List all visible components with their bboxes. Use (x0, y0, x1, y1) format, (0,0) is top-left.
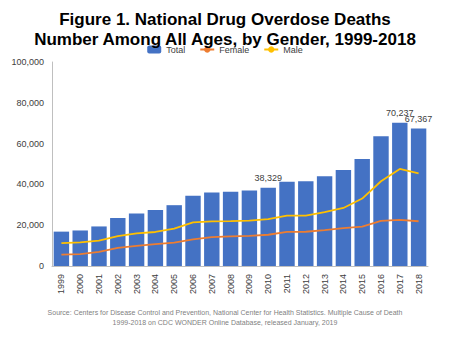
svg-text:38,329: 38,329 (254, 173, 282, 183)
svg-text:2002: 2002 (113, 274, 123, 294)
svg-text:2006: 2006 (188, 274, 198, 294)
svg-text:67,367: 67,367 (405, 114, 433, 124)
svg-text:2003: 2003 (132, 274, 142, 294)
svg-text:2001: 2001 (94, 274, 104, 294)
svg-text:1999: 1999 (56, 274, 66, 294)
svg-text:2009: 2009 (244, 274, 254, 294)
svg-text:60,000: 60,000 (16, 139, 44, 149)
svg-text:1999-2018 on CDC WONDER Online: 1999-2018 on CDC WONDER Online Database,… (113, 319, 338, 327)
svg-text:2017: 2017 (395, 274, 405, 294)
svg-text:Number Among All Ages, by Gend: Number Among All Ages, by Gender, 1999-2… (34, 30, 416, 49)
svg-text:Figure 1. National Drug Overdo: Figure 1. National Drug Overdose Deaths (59, 10, 391, 29)
svg-text:70,237: 70,237 (386, 108, 414, 119)
svg-text:2018: 2018 (414, 274, 424, 294)
svg-text:2016: 2016 (376, 274, 386, 294)
svg-text:2015: 2015 (357, 274, 367, 294)
svg-text:Male: Male (283, 44, 303, 55)
svg-text:2004: 2004 (150, 274, 160, 294)
svg-text:2008: 2008 (226, 274, 236, 294)
svg-text:0: 0 (39, 261, 44, 271)
svg-text:2000: 2000 (75, 274, 85, 294)
svg-text:2014: 2014 (338, 274, 348, 294)
svg-text:2007: 2007 (207, 274, 217, 294)
svg-text:100,000: 100,000 (11, 57, 44, 67)
svg-text:2010: 2010 (263, 274, 273, 294)
svg-text:2011: 2011 (282, 274, 292, 293)
svg-text:2005: 2005 (169, 274, 179, 294)
svg-text:40,000: 40,000 (16, 179, 44, 189)
svg-text:Source: Centers for Disease Co: Source: Centers for Disease Control and … (48, 309, 403, 317)
svg-text:Total: Total (166, 44, 186, 55)
svg-text:2013: 2013 (320, 274, 330, 294)
svg-text:Female: Female (219, 44, 250, 55)
svg-text:2012: 2012 (301, 274, 311, 294)
svg-text:80,000: 80,000 (16, 98, 44, 108)
svg-text:20,000: 20,000 (16, 220, 44, 230)
